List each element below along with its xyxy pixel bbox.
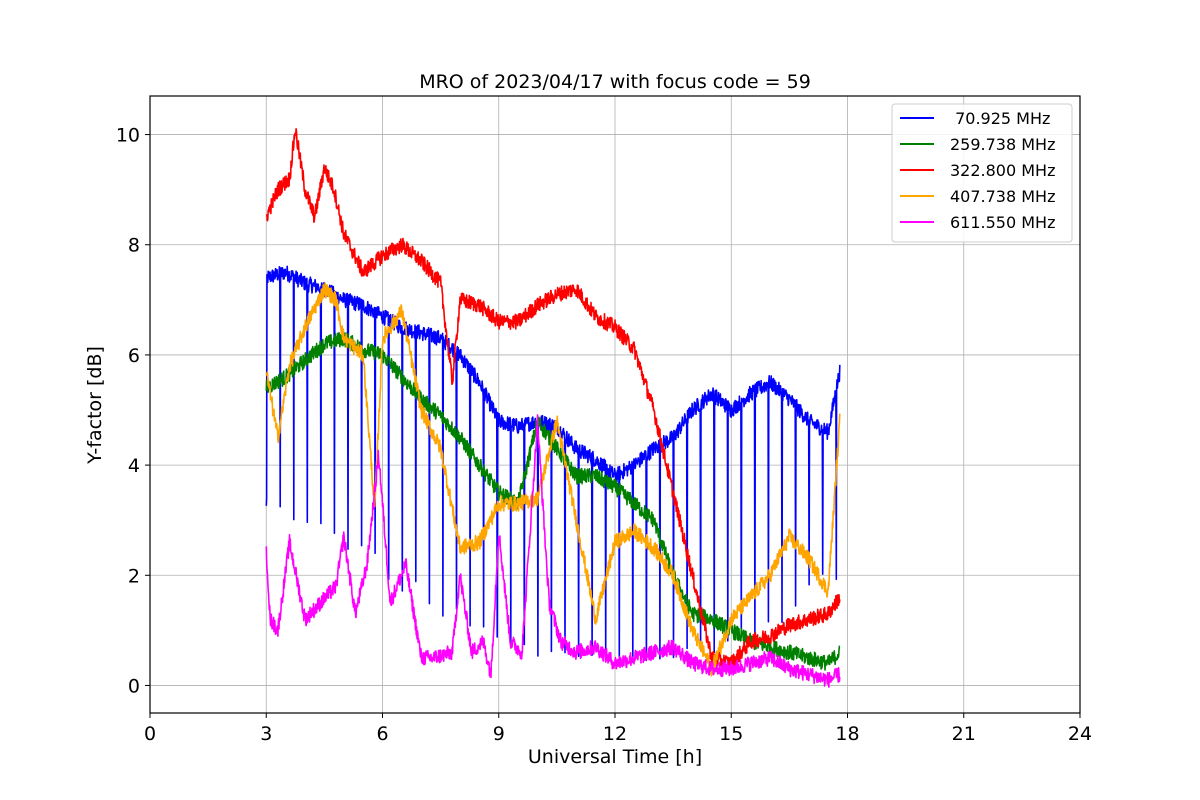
- legend-box: [891, 103, 1073, 243]
- x-tick-label: 18: [835, 723, 859, 745]
- legend-label: 611.550 MHz: [950, 213, 1055, 232]
- y-tick-label: 4: [128, 455, 140, 477]
- x-axis: 0 3 6 9 12 15 18 21 24: [144, 713, 1092, 745]
- y-tick-label: 6: [128, 345, 140, 367]
- x-tick-label: 24: [1068, 723, 1092, 745]
- series-line: [265, 128, 841, 670]
- x-tick-label: 0: [144, 723, 156, 745]
- series-line: [265, 414, 841, 688]
- y-axis-label: Y-factor [dB]: [84, 346, 106, 465]
- series-line: [265, 282, 841, 677]
- y-axis: 0 2 4 6 8 10: [116, 125, 150, 697]
- y-tick-label: 0: [128, 675, 140, 697]
- x-tick-label: 3: [260, 723, 272, 745]
- x-tick-label: 15: [719, 723, 743, 745]
- y-tick-label: 10: [116, 125, 140, 147]
- chart-title: MRO of 2023/04/17 with focus code = 59: [419, 71, 811, 93]
- x-tick-label: 6: [376, 723, 388, 745]
- x-axis-label: Universal Time [h]: [528, 746, 702, 768]
- legend: 70.925 MHz 259.738 MHz 322.800 MHz 407.738 …: [891, 103, 1073, 243]
- legend-label: 322.800 MHz: [950, 161, 1055, 180]
- x-tick-label: 9: [493, 723, 505, 745]
- series-layer: [265, 128, 841, 688]
- y-tick-label: 2: [128, 565, 140, 587]
- legend-label: 259.738 MHz: [950, 135, 1055, 154]
- legend-label: 70.925 MHz: [950, 109, 1050, 128]
- x-tick-label: 12: [603, 723, 627, 745]
- y-tick-label: 8: [128, 235, 140, 257]
- legend-label: 407.738 MHz: [950, 187, 1055, 206]
- x-tick-label: 21: [952, 723, 976, 745]
